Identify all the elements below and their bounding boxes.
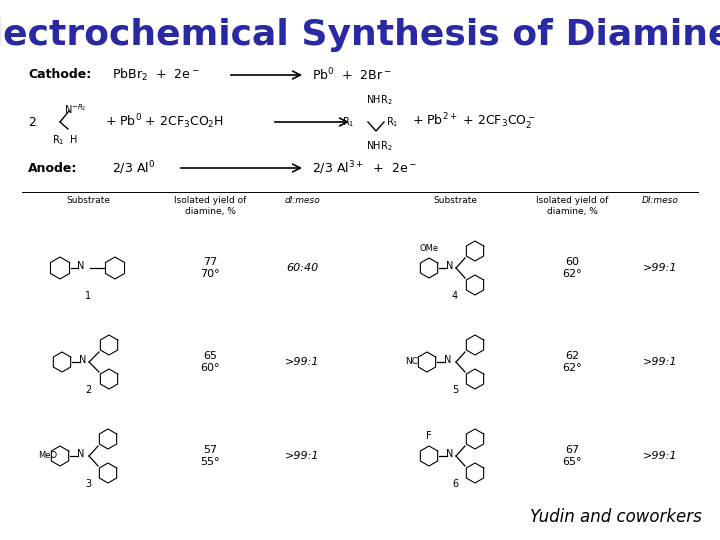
Text: >99:1: >99:1 (643, 263, 678, 273)
Text: >99:1: >99:1 (643, 451, 678, 461)
Text: 2/3 Al$^0$: 2/3 Al$^0$ (112, 159, 156, 177)
Text: NHR$_2$: NHR$_2$ (366, 93, 392, 107)
Text: Cathode:: Cathode: (28, 69, 91, 82)
Text: N: N (446, 261, 454, 271)
Text: Electrochemical Synthesis of Diamines: Electrochemical Synthesis of Diamines (0, 18, 720, 52)
Text: R$_1$: R$_1$ (52, 133, 65, 147)
Text: >99:1: >99:1 (284, 357, 319, 367)
Text: 2: 2 (85, 385, 91, 395)
Text: 6: 6 (452, 479, 458, 489)
Text: 1: 1 (85, 291, 91, 301)
Text: 2: 2 (28, 116, 36, 129)
Text: 65
60°: 65 60° (200, 351, 220, 373)
Text: 67
65°: 67 65° (562, 445, 582, 467)
Text: Isolated yield of
diamine, %: Isolated yield of diamine, % (536, 196, 608, 216)
Text: Isolated yield of
diamine, %: Isolated yield of diamine, % (174, 196, 246, 216)
Text: 4: 4 (452, 291, 458, 301)
Text: MeO: MeO (38, 451, 57, 461)
Text: H: H (70, 135, 77, 145)
Text: OMe: OMe (420, 244, 438, 253)
Text: R$_1$: R$_1$ (341, 115, 354, 129)
Text: N: N (444, 355, 451, 365)
Text: N: N (79, 355, 86, 365)
Text: + Pb$^0$ + 2CF$_3$CO$_2$H: + Pb$^0$ + 2CF$_3$CO$_2$H (105, 113, 224, 131)
Text: >99:1: >99:1 (284, 451, 319, 461)
Text: PbBr$_2$  +  2e$^-$: PbBr$_2$ + 2e$^-$ (112, 67, 199, 83)
Text: Dl:meso: Dl:meso (642, 196, 678, 205)
Text: 60:40: 60:40 (286, 263, 318, 273)
Text: 60
62°: 60 62° (562, 257, 582, 279)
Text: 77
70°: 77 70° (200, 257, 220, 279)
Text: 57
55°: 57 55° (200, 445, 220, 467)
Text: 3: 3 (85, 479, 91, 489)
Text: F: F (426, 431, 432, 441)
Text: Yudin and coworkers: Yudin and coworkers (530, 508, 702, 526)
Text: N: N (77, 449, 85, 459)
Text: Substrate: Substrate (433, 196, 477, 205)
Text: Anode:: Anode: (28, 161, 77, 174)
Text: dl:meso: dl:meso (284, 196, 320, 205)
Text: N: N (77, 261, 85, 271)
Text: Substrate: Substrate (66, 196, 110, 205)
Text: + Pb$^{2+}$ + 2CF$_3$CO$_2^-$: + Pb$^{2+}$ + 2CF$_3$CO$_2^-$ (412, 112, 536, 132)
Text: NC: NC (405, 357, 418, 367)
Text: 2/3 Al$^{3+}$  +  2e$^-$: 2/3 Al$^{3+}$ + 2e$^-$ (312, 159, 417, 177)
Text: 5: 5 (452, 385, 458, 395)
Text: R$_1$: R$_1$ (386, 115, 398, 129)
Text: N: N (446, 449, 454, 459)
Text: N$^{-R_2}$: N$^{-R_2}$ (64, 102, 86, 116)
Text: 62
62°: 62 62° (562, 351, 582, 373)
Text: Pb$^0$  +  2Br$^-$: Pb$^0$ + 2Br$^-$ (312, 67, 392, 83)
Text: >99:1: >99:1 (643, 357, 678, 367)
Text: NHR$_2$: NHR$_2$ (366, 139, 392, 153)
